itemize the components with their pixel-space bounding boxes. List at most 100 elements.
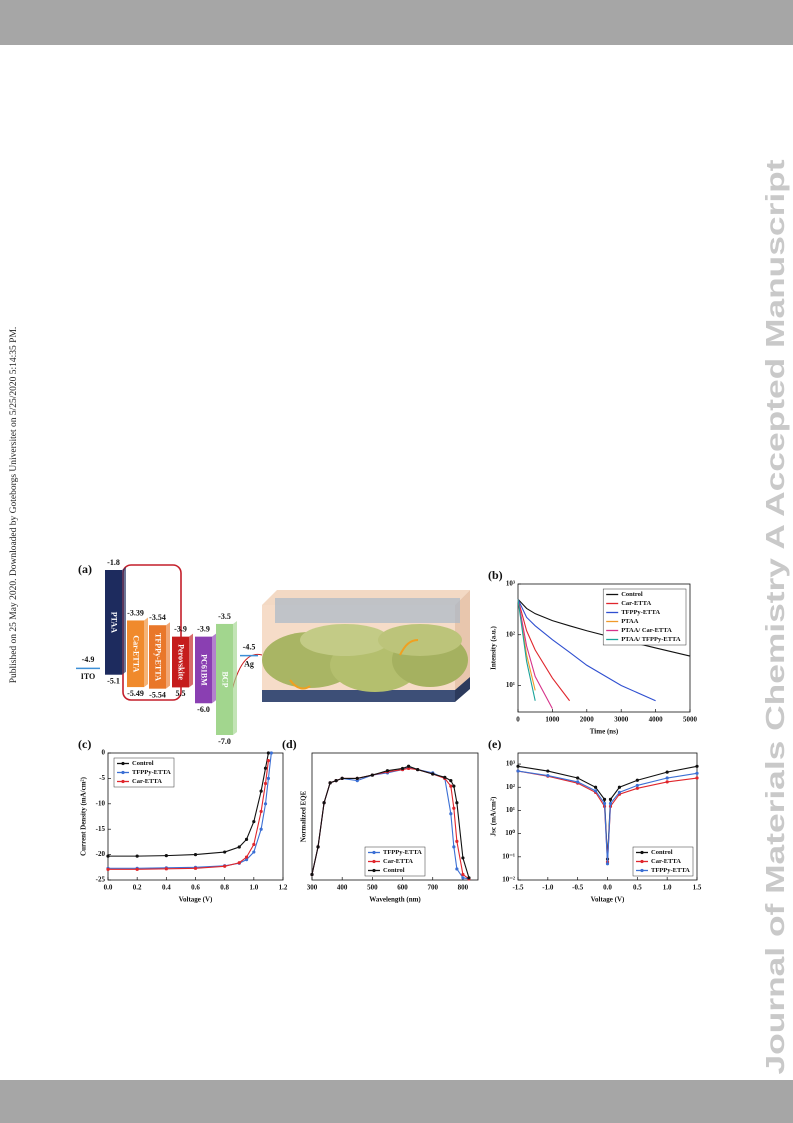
data-point [449, 779, 453, 783]
x-tick-label: 1000 [545, 716, 560, 724]
lumo-label: -3.9 [174, 624, 187, 633]
homo-label: -5.54 [149, 691, 166, 700]
data-point [223, 864, 227, 868]
y-tick-label: 10¹ [506, 681, 515, 689]
bottom-bar [0, 1080, 793, 1123]
layer-side [189, 633, 193, 688]
series-line [517, 599, 553, 709]
x-tick-label: 1.2 [279, 884, 288, 892]
legend-label: Control [132, 760, 154, 767]
energy-layer [195, 636, 212, 704]
data-point [370, 773, 374, 777]
energy-layer [216, 623, 233, 735]
chart: (c) 0.0 0.2 0.4 0.6 0.8 1.0 1.2 0 -5 -10 -15 -20 -25 V… [78, 737, 288, 904]
energy-layer [149, 625, 166, 689]
legend-label: PTAA/ TFPPy-ETTA [621, 636, 681, 643]
series-line [517, 599, 656, 702]
legend-marker [121, 779, 125, 784]
y-tick-label: -25 [96, 876, 106, 884]
legend-label: TFPPy-ETTA [651, 867, 690, 874]
energy-layer [105, 570, 122, 675]
x-axis-title: Wavelength (nm) [369, 896, 421, 904]
data-point [516, 769, 520, 773]
energy-layer [127, 620, 144, 688]
x-tick-label: 4000 [649, 716, 664, 724]
data-point [193, 866, 198, 870]
legend-label: Control [651, 849, 673, 856]
x-tick-label: 500 [367, 884, 378, 892]
series-line [517, 765, 698, 860]
y-tick-label: 10⁻¹ [502, 852, 515, 860]
data-point [461, 872, 465, 877]
data-point [695, 771, 699, 775]
data-point [164, 854, 168, 858]
legend-label: TFPPy-ETTA [132, 769, 171, 776]
data-point [602, 797, 607, 801]
download-note: Published on 25 May 2020. Downloaded by … [9, 327, 19, 684]
data-point [266, 751, 271, 755]
x-tick-label: 0 [516, 716, 520, 724]
layer-name: BCP [221, 671, 230, 687]
series-line [108, 752, 272, 869]
layer-side [233, 620, 237, 735]
x-tick-label: 1.5 [693, 884, 702, 892]
legend-label: TFPPy-ETTA [621, 609, 660, 616]
x-axis-title: Voltage (V) [591, 896, 625, 904]
data-point [416, 767, 420, 772]
data-point [546, 773, 550, 778]
data-point [135, 867, 139, 871]
electrode-value: -4.9 [82, 655, 95, 664]
layer-side [212, 633, 216, 704]
y-tick-label: 0 [102, 749, 106, 757]
data-point [461, 856, 465, 860]
data-point [617, 790, 622, 794]
data-point [602, 801, 607, 806]
y-axis-title: Jsc (mA/cm²) [490, 796, 498, 836]
panel-label: (b) [488, 568, 503, 582]
x-tick-label: 0.4 [162, 884, 171, 892]
data-point [355, 776, 359, 781]
x-tick-label: 0.0 [104, 884, 113, 892]
x-axis-title: Voltage (V) [179, 896, 213, 904]
data-point [593, 789, 598, 793]
data-point [237, 845, 241, 849]
chart: (b) 0 1000 2000 3000 4000 5000 10¹ 10² 10³ Time (n… [488, 568, 698, 736]
panel-label: (e) [488, 737, 501, 751]
legend-marker [640, 850, 644, 855]
x-tick-label: 300 [307, 884, 318, 892]
data-point [310, 872, 314, 877]
y-tick-label: 10⁰ [505, 829, 515, 837]
chart: (d) 300 400 500 600 700 800 Wavelength (nm) Norm… [282, 737, 479, 904]
data-point [605, 862, 610, 866]
x-tick-label: 5000 [683, 716, 698, 724]
top-bar [0, 0, 793, 45]
x-tick-label: 400 [337, 884, 348, 892]
data-point [193, 853, 198, 857]
data-point [355, 779, 359, 783]
x-tick-label: 1.0 [249, 884, 258, 892]
y-tick-label: -5 [99, 774, 105, 782]
panel-label: (c) [78, 737, 91, 751]
data-point [516, 764, 520, 768]
data-point [252, 842, 256, 847]
data-point [259, 809, 263, 814]
legend-label: TFPPy-ETTA [383, 849, 422, 856]
y-tick-label: 10² [506, 783, 515, 791]
legend-marker [372, 859, 376, 864]
y-axis-title: Normalized EQE [300, 790, 308, 842]
data-point [455, 801, 459, 805]
x-tick-label: 2000 [580, 716, 595, 724]
data-point [266, 759, 271, 763]
energy-layer [172, 636, 189, 688]
data-point [135, 854, 139, 858]
data-point [452, 845, 456, 849]
layer-name: PTAA [110, 612, 119, 633]
data-point [316, 845, 320, 849]
y-tick-label: 10³ [506, 580, 515, 588]
data-point [635, 786, 639, 790]
data-point [406, 764, 411, 768]
homo-label: 5.5 [176, 689, 186, 698]
layer-name: Perovskite [177, 644, 186, 680]
x-tick-label: 3000 [614, 716, 629, 724]
grain [378, 624, 462, 656]
